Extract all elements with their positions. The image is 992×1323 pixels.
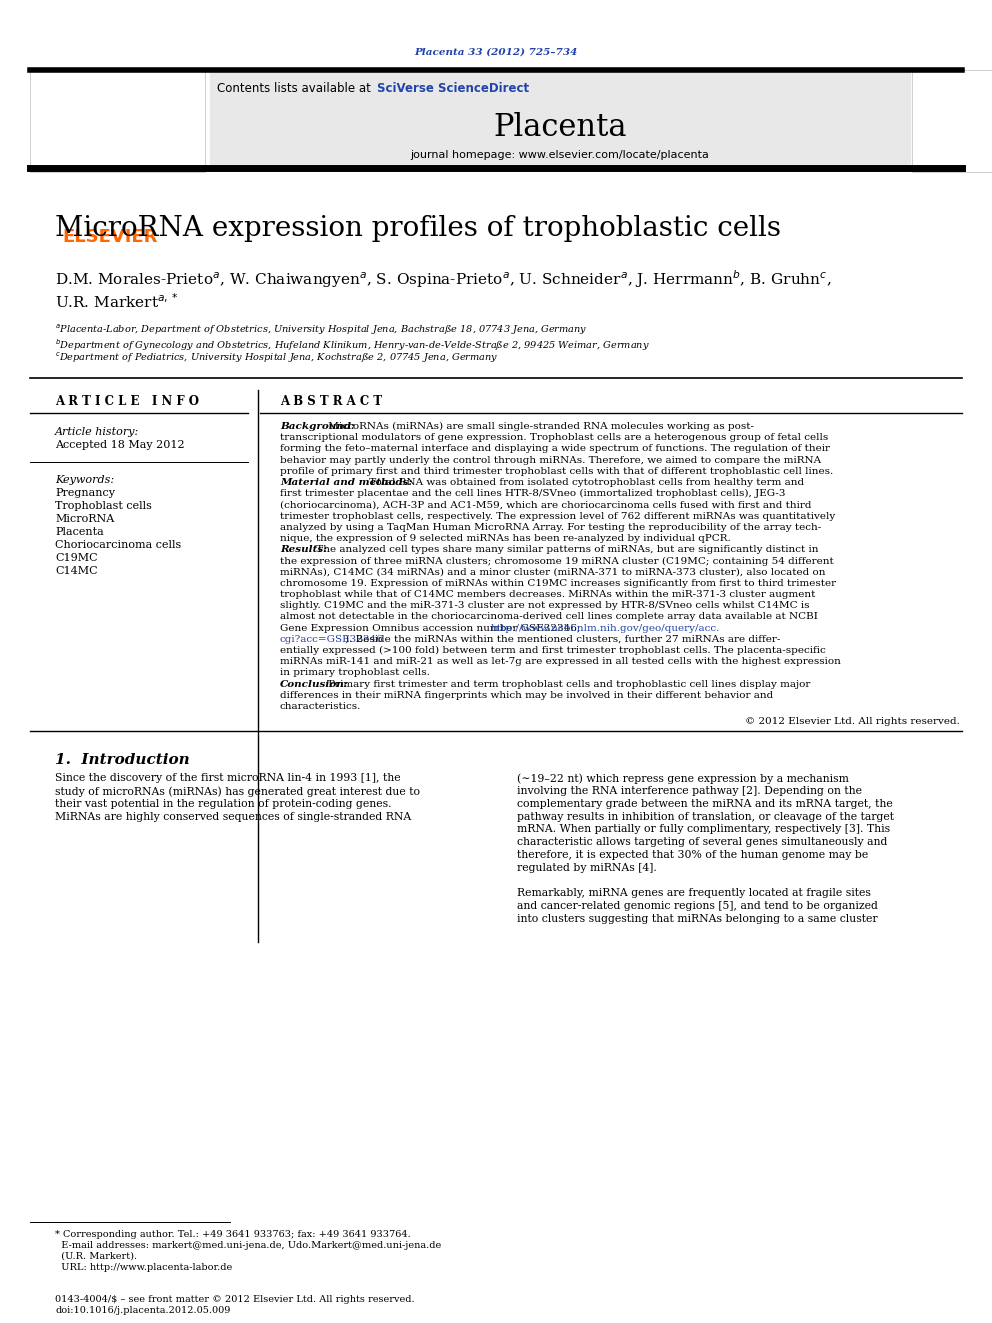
Text: transcriptional modulators of gene expression. Trophoblast cells are a heterogen: transcriptional modulators of gene expre… bbox=[280, 433, 828, 442]
Text: URL: http://www.placenta-labor.de: URL: http://www.placenta-labor.de bbox=[55, 1263, 232, 1271]
Text: The analyzed cell types share many similar patterns of miRNAs, but are significa: The analyzed cell types share many simil… bbox=[312, 545, 818, 554]
Text: Keywords:: Keywords: bbox=[55, 475, 114, 486]
Text: regulated by miRNAs [4].: regulated by miRNAs [4]. bbox=[517, 863, 657, 873]
Text: in primary trophoblast cells.: in primary trophoblast cells. bbox=[280, 668, 430, 677]
Text: © 2012 Elsevier Ltd. All rights reserved.: © 2012 Elsevier Ltd. All rights reserved… bbox=[745, 717, 960, 726]
Text: Accepted 18 May 2012: Accepted 18 May 2012 bbox=[55, 441, 185, 450]
Text: A R T I C L E   I N F O: A R T I C L E I N F O bbox=[55, 396, 199, 407]
Text: differences in their miRNA fingerprints which may be involved in their different: differences in their miRNA fingerprints … bbox=[280, 691, 773, 700]
Text: Gene Expression Omnibus accession number GSE32346;: Gene Expression Omnibus accession number… bbox=[280, 623, 587, 632]
Text: Results:: Results: bbox=[280, 545, 327, 554]
Text: 0143-4004/$ – see front matter © 2012 Elsevier Ltd. All rights reserved.: 0143-4004/$ – see front matter © 2012 El… bbox=[55, 1295, 415, 1304]
Text: ELSEVIER: ELSEVIER bbox=[62, 228, 158, 246]
Text: $^{b}$Department of Gynecology and Obstetrics, Hufeland Klinikum, Henry-van-de-V: $^{b}$Department of Gynecology and Obste… bbox=[55, 337, 650, 353]
Text: Placenta: Placenta bbox=[55, 527, 104, 537]
Text: E-mail addresses: markert@med.uni-jena.de, Udo.Markert@med.uni-jena.de: E-mail addresses: markert@med.uni-jena.d… bbox=[55, 1241, 441, 1250]
Text: journal homepage: www.elsevier.com/locate/placenta: journal homepage: www.elsevier.com/locat… bbox=[411, 149, 709, 160]
Text: Total RNA was obtained from isolated cytotrophoblast cells from healthy term and: Total RNA was obtained from isolated cyt… bbox=[366, 478, 805, 487]
Text: $^{c}$Department of Pediatrics, University Hospital Jena, Kochstraße 2, 07745 Je: $^{c}$Department of Pediatrics, Universi… bbox=[55, 351, 498, 365]
Text: miRNAs miR-141 and miR-21 as well as let-7g are expressed in all tested cells wi: miRNAs miR-141 and miR-21 as well as let… bbox=[280, 658, 841, 667]
Text: into clusters suggesting that miRNAs belonging to a same cluster: into clusters suggesting that miRNAs bel… bbox=[517, 914, 878, 923]
Text: * Corresponding author. Tel.: +49 3641 933763; fax: +49 3641 933764.: * Corresponding author. Tel.: +49 3641 9… bbox=[55, 1230, 411, 1240]
Text: D.M. Morales-Prieto$^{a}$, W. Chaiwangyen$^{a}$, S. Ospina-Prieto$^{a}$, U. Schn: D.M. Morales-Prieto$^{a}$, W. Chaiwangye… bbox=[55, 269, 831, 290]
Text: MiRNAs are highly conserved sequences of single-stranded RNA: MiRNAs are highly conserved sequences of… bbox=[55, 811, 412, 822]
Text: the expression of three miRNA clusters; chromosome 19 miRNA cluster (C19MC; cont: the expression of three miRNA clusters; … bbox=[280, 557, 833, 565]
Text: Background:: Background: bbox=[280, 422, 355, 431]
Text: nique, the expression of 9 selected miRNAs has been re-analyzed by individual qP: nique, the expression of 9 selected miRN… bbox=[280, 534, 731, 542]
Text: http://www.ncbi.nlm.nih.gov/geo/query/acc.: http://www.ncbi.nlm.nih.gov/geo/query/ac… bbox=[491, 623, 720, 632]
Text: entially expressed (>100 fold) between term and first trimester trophoblast cell: entially expressed (>100 fold) between t… bbox=[280, 646, 825, 655]
Text: complementary grade between the miRNA and its mRNA target, the: complementary grade between the miRNA an… bbox=[517, 799, 893, 808]
Text: Conclusion:: Conclusion: bbox=[280, 680, 348, 688]
Text: Contents lists available at: Contents lists available at bbox=[217, 82, 375, 95]
Bar bbox=[30, 70, 205, 172]
Text: Choriocarcinoma cells: Choriocarcinoma cells bbox=[55, 540, 182, 550]
Text: characteristic allows targeting of several genes simultaneously and: characteristic allows targeting of sever… bbox=[517, 837, 888, 847]
Text: MicroRNA: MicroRNA bbox=[55, 515, 114, 524]
Text: first trimester placentae and the cell lines HTR-8/SVneo (immortalized trophobla: first trimester placentae and the cell l… bbox=[280, 490, 786, 499]
Text: slightly. C19MC and the miR-371-3 cluster are not expressed by HTR-8/SVneo cells: slightly. C19MC and the miR-371-3 cluste… bbox=[280, 601, 809, 610]
Text: doi:10.1016/j.placenta.2012.05.009: doi:10.1016/j.placenta.2012.05.009 bbox=[55, 1306, 230, 1315]
Text: C14MC: C14MC bbox=[55, 566, 97, 576]
Text: MicroRNA expression profiles of trophoblastic cells: MicroRNA expression profiles of trophobl… bbox=[55, 216, 781, 242]
Text: Primary first trimester and term trophoblast cells and trophoblastic cell lines : Primary first trimester and term trophob… bbox=[325, 680, 810, 688]
Text: trimester trophoblast cells, respectively. The expression level of 762 different: trimester trophoblast cells, respectivel… bbox=[280, 512, 835, 520]
Text: (U.R. Markert).: (U.R. Markert). bbox=[55, 1252, 137, 1261]
Text: SciVerse ScienceDirect: SciVerse ScienceDirect bbox=[377, 82, 529, 95]
Text: therefore, it is expected that 30% of the human genome may be: therefore, it is expected that 30% of th… bbox=[517, 849, 868, 860]
Text: Remarkably, miRNA genes are frequently located at fragile sites: Remarkably, miRNA genes are frequently l… bbox=[517, 889, 871, 898]
Text: $^{a}$Placenta-Labor, Department of Obstetrics, University Hospital Jena, Bachst: $^{a}$Placenta-Labor, Department of Obst… bbox=[55, 323, 587, 337]
Text: mRNA. When partially or fully complimentary, respectively [3]. This: mRNA. When partially or fully compliment… bbox=[517, 824, 890, 835]
Text: pathway results in inhibition of translation, or cleavage of the target: pathway results in inhibition of transla… bbox=[517, 811, 894, 822]
Text: (choriocarcinoma), ACH-3P and AC1-M59, which are choriocarcinoma cells fused wit: (choriocarcinoma), ACH-3P and AC1-M59, w… bbox=[280, 500, 811, 509]
Text: Placenta 33 (2012) 725–734: Placenta 33 (2012) 725–734 bbox=[415, 48, 577, 57]
Text: Placenta: Placenta bbox=[493, 112, 627, 143]
Text: involving the RNA interference pathway [2]. Depending on the: involving the RNA interference pathway [… bbox=[517, 786, 862, 796]
Text: analyzed by using a TaqMan Human MicroRNA Array. For testing the reproducibility: analyzed by using a TaqMan Human MicroRN… bbox=[280, 523, 821, 532]
Bar bbox=[912, 70, 992, 172]
Text: Since the discovery of the first microRNA lin-4 in 1993 [1], the: Since the discovery of the first microRN… bbox=[55, 773, 401, 783]
Text: Article history:: Article history: bbox=[55, 427, 139, 437]
Text: ). Beside the miRNAs within the mentioned clusters, further 27 miRNAs are differ: ). Beside the miRNAs within the mentione… bbox=[345, 635, 780, 644]
Text: and cancer-related genomic regions [5], and tend to be organized: and cancer-related genomic regions [5], … bbox=[517, 901, 878, 912]
Text: almost not detectable in the choriocarcinoma-derived cell lines complete array d: almost not detectable in the choriocarci… bbox=[280, 613, 817, 622]
Text: study of microRNAs (miRNAs) has generated great interest due to: study of microRNAs (miRNAs) has generate… bbox=[55, 786, 420, 796]
Text: forming the feto–maternal interface and displaying a wide spectrum of functions.: forming the feto–maternal interface and … bbox=[280, 445, 830, 454]
Text: their vast potential in the regulation of protein-coding genes.: their vast potential in the regulation o… bbox=[55, 799, 392, 808]
Text: trophoblast while that of C14MC members decreases. MiRNAs within the miR-371-3 c: trophoblast while that of C14MC members … bbox=[280, 590, 815, 599]
Text: 1.  Introduction: 1. Introduction bbox=[55, 753, 189, 767]
Text: miRNAs), C14MC (34 miRNAs) and a minor cluster (miRNA-371 to miRNA-373 cluster),: miRNAs), C14MC (34 miRNAs) and a minor c… bbox=[280, 568, 825, 577]
Text: Pregnancy: Pregnancy bbox=[55, 488, 115, 497]
Text: Trophoblast cells: Trophoblast cells bbox=[55, 501, 152, 511]
Text: A B S T R A C T: A B S T R A C T bbox=[280, 396, 382, 407]
Text: MicroRNAs (miRNAs) are small single-stranded RNA molecules working as post-: MicroRNAs (miRNAs) are small single-stra… bbox=[325, 422, 754, 431]
Text: behavior may partly underly the control through miRNAs. Therefore, we aimed to c: behavior may partly underly the control … bbox=[280, 455, 821, 464]
Text: (∼19–22 nt) which repress gene expression by a mechanism: (∼19–22 nt) which repress gene expressio… bbox=[517, 773, 849, 783]
Text: characteristics.: characteristics. bbox=[280, 703, 361, 710]
Text: cgi?acc=GSE32346: cgi?acc=GSE32346 bbox=[280, 635, 384, 644]
Text: C19MC: C19MC bbox=[55, 553, 97, 564]
Text: U.R. Markert$^{a,*}$: U.R. Markert$^{a,*}$ bbox=[55, 292, 179, 311]
Text: chromosome 19. Expression of miRNAs within C19MC increases significantly from fi: chromosome 19. Expression of miRNAs with… bbox=[280, 578, 836, 587]
Text: Material and methods:: Material and methods: bbox=[280, 478, 413, 487]
Bar bbox=[210, 70, 910, 168]
Text: profile of primary first and third trimester trophoblast cells with that of diff: profile of primary first and third trime… bbox=[280, 467, 833, 476]
